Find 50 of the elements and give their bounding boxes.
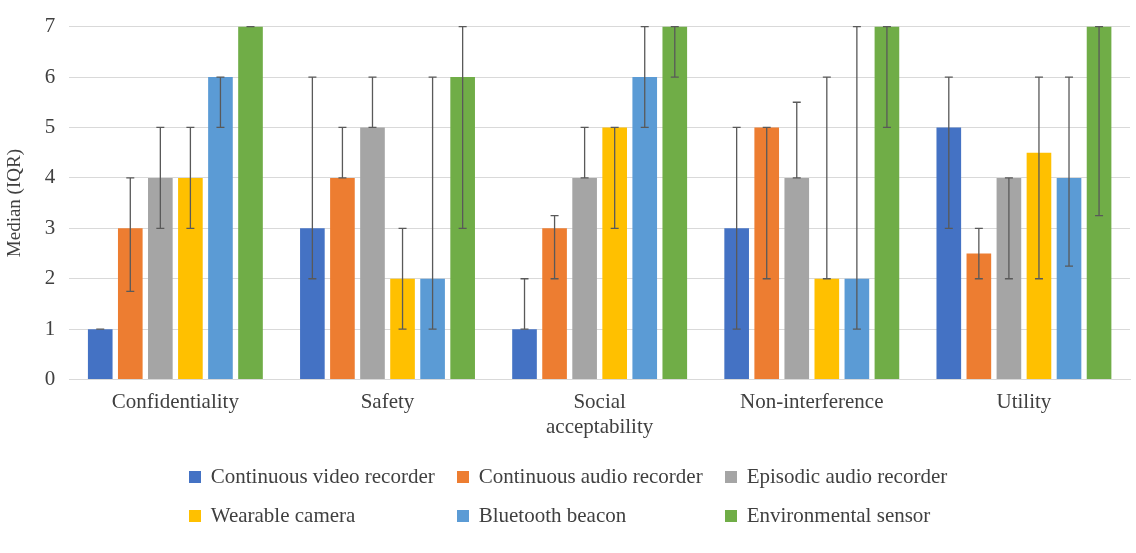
y-tick-label: 0	[44, 366, 56, 391]
bar	[814, 278, 840, 380]
x-tick-label: Non-interference	[740, 388, 884, 413]
bar	[390, 278, 415, 380]
bar	[542, 228, 567, 380]
bar	[996, 177, 1022, 380]
legend-label: Wearable camera	[210, 503, 356, 528]
legend-label: Bluetooth beacon	[478, 503, 627, 528]
y-tick-label: 4	[44, 164, 56, 189]
bar	[1086, 26, 1112, 380]
y-tick-label: 7	[44, 13, 56, 38]
bar	[420, 278, 445, 380]
bar	[238, 26, 263, 380]
y-tick-label: 6	[44, 63, 56, 88]
y-tick-label: 5	[44, 113, 56, 138]
bar	[572, 177, 597, 380]
bar	[512, 329, 537, 380]
y-axis-title: Median (IQR)	[3, 149, 26, 258]
bar	[632, 77, 658, 380]
bar	[178, 177, 203, 380]
bar	[784, 177, 810, 380]
bar	[874, 26, 900, 380]
bar	[936, 127, 962, 380]
bar	[148, 177, 173, 380]
x-tick-label: Confidentiality	[111, 388, 240, 413]
bar	[724, 228, 749, 380]
bar	[1056, 177, 1082, 380]
y-tick-label: 3	[44, 214, 56, 239]
bar	[966, 253, 992, 380]
bar	[360, 127, 385, 380]
bar	[87, 329, 113, 380]
y-tick-label: 2	[44, 265, 56, 290]
legend-label: Episodic audio recorder	[746, 464, 948, 489]
bar	[754, 127, 780, 380]
x-tick-label: Utility	[996, 388, 1052, 413]
legend-label: Environmental sensor	[746, 503, 931, 528]
bar	[208, 77, 233, 380]
legend-label: Continuous audio recorder	[478, 464, 703, 489]
bar	[117, 228, 143, 380]
x-tick-label: Safety	[360, 388, 415, 413]
legend-label: Continuous video recorder	[210, 464, 435, 489]
bar	[300, 228, 325, 380]
bar	[450, 77, 475, 380]
bar	[662, 26, 688, 380]
bar	[844, 278, 870, 380]
bar	[1026, 152, 1052, 380]
bar	[602, 127, 627, 380]
y-tick-label: 1	[44, 315, 56, 340]
x-tick-label: Social acceptability	[546, 388, 654, 438]
bar	[330, 177, 355, 380]
